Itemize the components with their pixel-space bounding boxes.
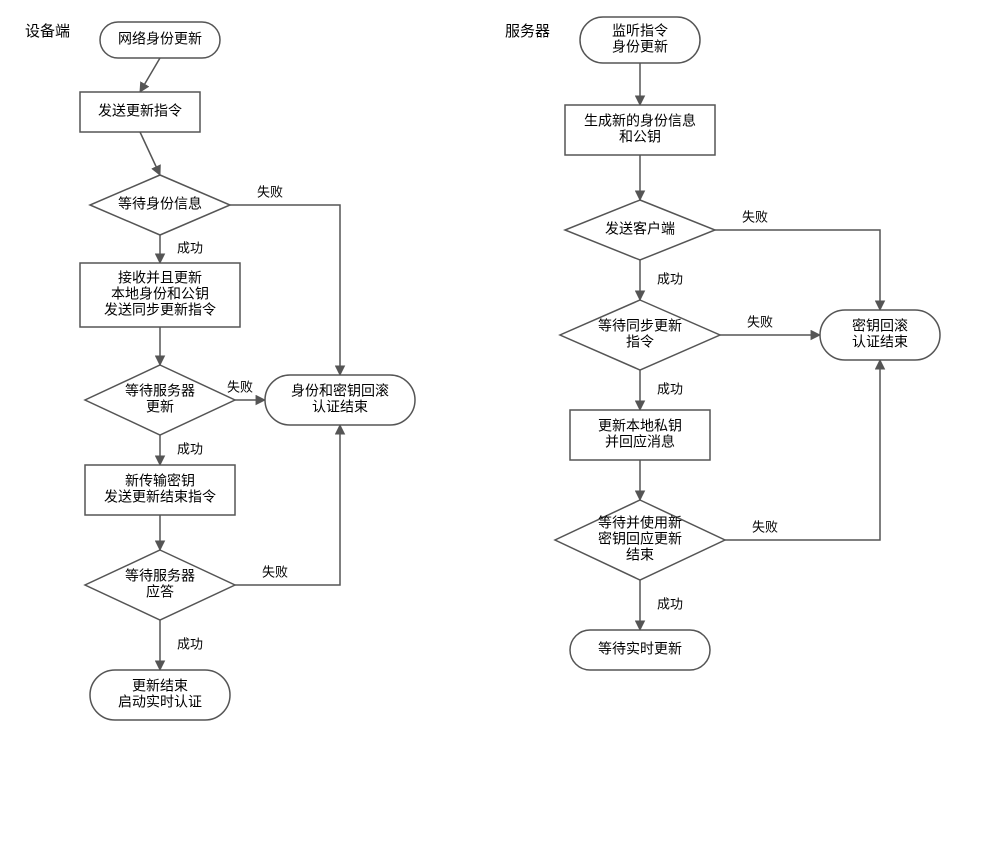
svg-text:启动实时认证: 启动实时认证	[118, 694, 202, 710]
svg-text:网络身份更新: 网络身份更新	[118, 31, 202, 47]
flowchart-canvas: 成功成功成功失败失败失败成功成功成功失败失败失败网络身份更新发送更新指令等待身份…	[0, 0, 1000, 853]
edge-label: 失败	[747, 314, 773, 329]
svg-text:指令: 指令	[626, 334, 654, 350]
svg-text:身份更新: 身份更新	[612, 39, 668, 55]
svg-text:应答: 应答	[146, 584, 174, 600]
edge-label: 成功	[177, 240, 203, 255]
svg-text:等待并使用新: 等待并使用新	[598, 515, 682, 531]
svg-text:等待服务器: 等待服务器	[125, 568, 195, 584]
svg-text:发送同步更新指令: 发送同步更新指令	[104, 302, 216, 318]
svg-text:等待服务器: 等待服务器	[125, 383, 195, 399]
svg-text:等待实时更新: 等待实时更新	[598, 641, 682, 657]
edge-label: 失败	[742, 209, 768, 224]
svg-text:密钥回应更新: 密钥回应更新	[598, 531, 682, 547]
svg-text:认证结束: 认证结束	[312, 399, 368, 415]
svg-text:更新结束: 更新结束	[132, 678, 188, 694]
svg-text:结束: 结束	[626, 547, 654, 563]
section-title-right: 服务器	[505, 23, 550, 40]
svg-text:更新: 更新	[146, 399, 174, 415]
edge-label: 成功	[657, 381, 683, 396]
svg-text:等待身份信息: 等待身份信息	[118, 196, 202, 212]
svg-text:接收并且更新: 接收并且更新	[118, 270, 202, 286]
edge-label: 失败	[227, 379, 253, 394]
edge	[230, 205, 340, 375]
svg-text:等待同步更新: 等待同步更新	[598, 318, 682, 334]
svg-text:并回应消息: 并回应消息	[605, 434, 675, 450]
svg-text:发送更新结束指令: 发送更新结束指令	[104, 489, 216, 505]
edge-label: 成功	[177, 636, 203, 651]
edge	[140, 132, 160, 175]
svg-text:生成新的身份信息: 生成新的身份信息	[584, 113, 696, 129]
svg-text:发送客户端: 发送客户端	[605, 221, 675, 237]
edge-label: 失败	[257, 184, 283, 199]
edge-label: 失败	[752, 519, 778, 534]
svg-text:和公钥: 和公钥	[619, 129, 661, 145]
edge-label: 成功	[657, 596, 683, 611]
svg-text:发送更新指令: 发送更新指令	[98, 103, 182, 119]
edge	[140, 58, 160, 92]
edge-label: 成功	[657, 271, 683, 286]
section-title-left: 设备端	[25, 23, 70, 40]
edge	[235, 425, 340, 585]
svg-text:认证结束: 认证结束	[852, 334, 908, 350]
edge	[725, 360, 880, 540]
svg-text:监听指令: 监听指令	[612, 23, 668, 39]
svg-text:新传输密钥: 新传输密钥	[125, 473, 195, 489]
edge-label: 失败	[262, 564, 288, 579]
svg-text:身份和密钥回滚: 身份和密钥回滚	[291, 383, 389, 399]
svg-text:更新本地私钥: 更新本地私钥	[598, 418, 682, 434]
svg-text:本地身份和公钥: 本地身份和公钥	[111, 286, 209, 302]
edge-label: 成功	[177, 441, 203, 456]
svg-text:密钥回滚: 密钥回滚	[852, 318, 908, 334]
edge	[715, 230, 880, 310]
